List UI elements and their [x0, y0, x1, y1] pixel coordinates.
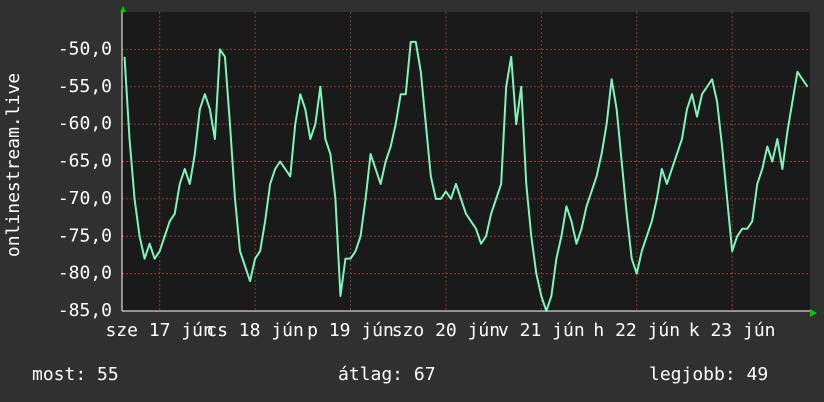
y-tick-label: -70,0	[58, 188, 112, 209]
x-tick-label: szo 20 jún	[392, 320, 500, 341]
stat-text: legjobb: 49	[649, 364, 768, 385]
x-tick-label: k 23 jún	[689, 320, 776, 341]
data-line	[123, 40, 809, 312]
x-tick-label: cs 18 jún	[206, 320, 304, 341]
y-tick-label: -75,0	[58, 225, 112, 246]
x-tick-label: sze 17 jún	[105, 320, 213, 341]
y-tick-label: -65,0	[58, 151, 112, 172]
y-tick-label: -60,0	[58, 113, 112, 134]
stat-text: átlag: 67	[338, 364, 436, 385]
y-tick-label: -55,0	[58, 76, 112, 97]
axis-arrow	[810, 309, 817, 317]
x-tick-label: p 19 jún	[307, 320, 394, 341]
y-tick-label: -80,0	[58, 263, 112, 284]
stat-text: most: 55	[32, 364, 119, 385]
x-tick-label: v 21 jún	[498, 320, 585, 341]
y-tick-label: -50,0	[58, 38, 112, 59]
y-axis-label: onlinestream.live	[3, 73, 24, 257]
axis-arrow	[120, 6, 126, 12]
x-tick-label: h 22 jún	[593, 320, 680, 341]
y-tick-label: -85,0	[58, 300, 112, 321]
